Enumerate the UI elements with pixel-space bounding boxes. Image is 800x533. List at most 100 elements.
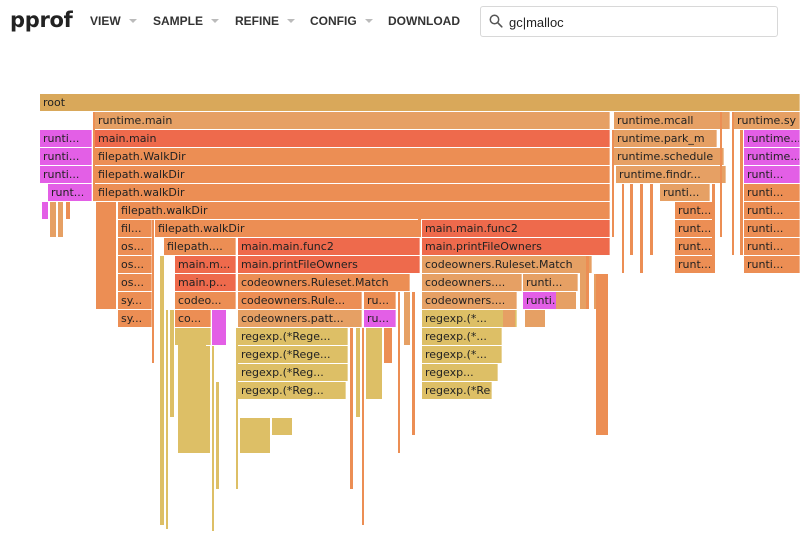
flame-frame[interactable]: runti... [744, 202, 800, 219]
flame-frame[interactable]: codeowners.Ruleset.Match [238, 274, 410, 291]
flame-frame[interactable]: runti... [40, 148, 92, 165]
search-box[interactable] [480, 6, 778, 37]
flame-frame[interactable]: runtime... [744, 130, 800, 147]
flame-frame-sliver[interactable] [216, 382, 219, 489]
flame-frame[interactable]: sy... [118, 310, 152, 327]
flame-frame[interactable]: main.main.func2 [422, 220, 610, 237]
flame-frame-sliver[interactable] [594, 274, 596, 309]
flame-frame[interactable]: fil... [118, 220, 152, 237]
flame-frame[interactable]: filepath.... [164, 238, 236, 255]
flame-frame[interactable]: filepath.walkDir [118, 202, 610, 219]
flame-frame-sliver[interactable] [206, 346, 210, 453]
flame-frame[interactable]: codeowners.... [422, 292, 517, 309]
flame-frame-sliver[interactable] [236, 328, 238, 489]
flame-frame[interactable]: codeowners.Rule... [238, 292, 362, 309]
refine-menu[interactable]: REFINE [235, 14, 296, 28]
flame-frame[interactable]: runt... [48, 184, 92, 201]
flame-frame[interactable]: main.m... [175, 256, 236, 273]
flame-frame[interactable]: co... [175, 310, 211, 327]
flame-frame[interactable]: main.main [95, 130, 610, 147]
flame-frame[interactable]: os... [118, 238, 152, 255]
search-input[interactable] [509, 11, 769, 33]
flame-frame[interactable]: runti... [40, 130, 92, 147]
flame-frame-sliver[interactable] [160, 256, 164, 525]
flame-frame-sliver[interactable] [525, 310, 545, 327]
flame-frame-sliver[interactable] [272, 418, 292, 435]
flame-frame-sliver[interactable] [356, 328, 360, 417]
flame-frame-sliver[interactable] [350, 328, 353, 489]
flame-frame[interactable]: filepath.walkDir [95, 184, 610, 201]
flame-frame[interactable]: codeo... [175, 292, 236, 309]
view-menu[interactable]: VIEW [90, 14, 137, 28]
flame-frame[interactable]: regexp.(*Rege... [238, 346, 348, 363]
flame-frame[interactable]: runt... [675, 256, 715, 273]
flame-frame-sliver[interactable] [170, 310, 174, 417]
flame-frame-sliver[interactable] [556, 292, 576, 309]
flame-frame[interactable]: ru... [364, 310, 396, 327]
flame-frame[interactable]: regexp.(*... [422, 328, 502, 345]
flame-frame-sliver[interactable] [58, 202, 63, 237]
flame-frame[interactable]: runtime... [744, 148, 800, 165]
flame-frame-sliver[interactable] [580, 256, 586, 309]
flame-frame-sliver[interactable] [612, 130, 614, 237]
flame-frame-sliver[interactable] [712, 184, 715, 273]
flame-frame-sliver[interactable] [720, 112, 722, 237]
flame-frame-sliver[interactable] [96, 202, 116, 309]
flame-frame[interactable]: regexp... [422, 364, 498, 381]
flame-frame-sliver[interactable] [362, 328, 364, 525]
flame-frame[interactable]: runt... [675, 238, 715, 255]
flame-frame[interactable]: runt... [675, 202, 715, 219]
flame-frame[interactable]: filepath.WalkDir [95, 148, 610, 165]
flame-frame-sliver[interactable] [503, 310, 515, 327]
flame-frame[interactable]: regexp.(*Reg... [422, 382, 492, 399]
flame-frame[interactable]: runti... [744, 238, 800, 255]
flame-frame[interactable]: regexp.(*Reg... [238, 382, 346, 399]
flame-frame[interactable]: codeowners.Ruleset.Match [422, 256, 592, 273]
flame-frame[interactable]: os... [118, 256, 152, 273]
flame-frame[interactable]: main.p... [175, 274, 236, 291]
flame-frame-sliver[interactable] [212, 346, 214, 531]
flame-frame-sliver[interactable] [586, 256, 589, 309]
flame-frame[interactable]: runti... [523, 274, 578, 291]
flame-frame[interactable]: codeowners.patt... [238, 310, 362, 327]
flame-frame[interactable]: runti... [744, 256, 800, 273]
flame-frame-sliver[interactable] [50, 202, 56, 237]
flame-frame-sliver[interactable] [596, 274, 608, 435]
flame-frame[interactable]: main.main.func2 [238, 238, 420, 255]
flame-frame[interactable]: filepath.walkDir [95, 166, 610, 183]
flame-frame-sliver[interactable] [240, 418, 270, 453]
config-menu[interactable]: CONFIG [310, 14, 373, 28]
flame-frame[interactable]: runti... [744, 220, 800, 237]
flame-frame-sliver[interactable] [384, 328, 392, 363]
flame-frame[interactable]: regexp.(*... [422, 310, 517, 327]
flame-frame-sliver[interactable] [93, 112, 95, 201]
flame-frame-sliver[interactable] [366, 328, 382, 399]
flame-frame-sliver[interactable] [630, 184, 633, 255]
flame-frame[interactable]: runti... [40, 166, 92, 183]
flame-frame-sliver[interactable] [412, 292, 415, 435]
flame-frame[interactable]: runti... [660, 184, 710, 201]
flame-frame[interactable]: runti... [744, 166, 800, 183]
flame-frame[interactable]: codeowners.... [422, 274, 522, 291]
flame-frame-sliver[interactable] [732, 112, 734, 255]
flame-frame-sliver[interactable] [650, 184, 653, 255]
flame-frame[interactable]: runti... [744, 184, 800, 201]
flame-frame[interactable]: sy... [118, 292, 152, 309]
flame-frame-sliver[interactable] [152, 220, 154, 363]
flame-frame[interactable]: root [40, 94, 800, 111]
flame-frame[interactable]: main.printFileOwners [238, 256, 420, 273]
flame-frame[interactable]: runtime.main [95, 112, 610, 129]
flame-frame-sliver[interactable] [178, 328, 206, 453]
flame-frame[interactable]: regexp.(*Rege... [238, 328, 348, 345]
flame-frame[interactable]: main.printFileOwners [422, 238, 610, 255]
flame-frame[interactable]: ru... [364, 292, 396, 309]
flame-frame-sliver[interactable] [166, 310, 168, 529]
flame-frame[interactable]: regexp.(*... [422, 346, 502, 363]
sample-menu[interactable]: SAMPLE [153, 14, 220, 28]
flame-frame[interactable]: runtime.park_m [614, 130, 717, 147]
flame-frame[interactable]: runtime.mcall [614, 112, 730, 129]
flame-frame-sliver[interactable] [640, 184, 643, 273]
flame-frame-sliver[interactable] [622, 184, 624, 273]
download-menu[interactable]: DOWNLOAD [388, 14, 460, 28]
flame-frame-sliver[interactable] [740, 130, 743, 255]
